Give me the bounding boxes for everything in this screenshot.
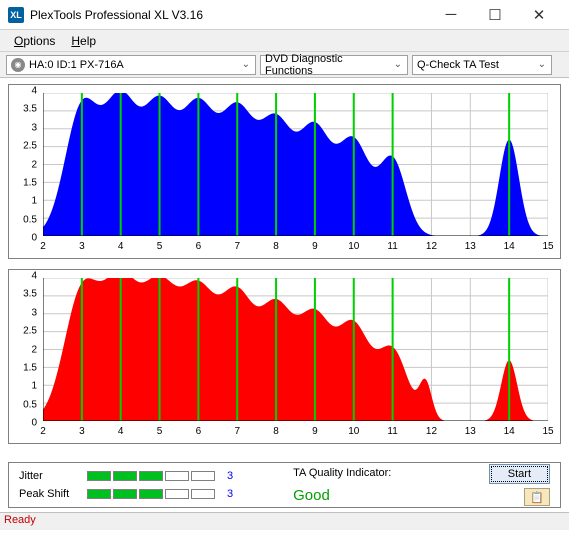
bar-segment	[165, 489, 189, 499]
bar-segment	[87, 471, 111, 481]
drive-select-label: HA:0 ID:1 PX-716A	[29, 59, 124, 71]
y-axis-labels: 00.511.522.533.54	[11, 91, 39, 238]
peakshift-row: Peak Shift 3	[19, 488, 233, 500]
status-bar: Ready	[0, 512, 569, 530]
menu-options[interactable]: Options	[6, 32, 63, 50]
status-text: Ready	[4, 514, 36, 526]
peakshift-bars	[87, 489, 215, 499]
chevron-down-icon: ⌄	[239, 59, 253, 70]
start-button[interactable]: Start	[489, 464, 550, 484]
jitter-bars	[87, 471, 215, 481]
ta-quality-value: Good	[293, 487, 391, 504]
chevron-down-icon: ⌄	[535, 59, 549, 70]
jitter-row: Jitter 3	[19, 470, 233, 482]
chart-top: 00.511.522.533.54 23456789101112131415	[8, 84, 561, 259]
jitter-value: 3	[227, 470, 233, 482]
bar-segment	[87, 489, 111, 499]
bar-segment	[113, 489, 137, 499]
peakshift-label: Peak Shift	[19, 488, 79, 500]
menu-help[interactable]: Help	[63, 32, 104, 50]
x-axis-labels: 23456789101112131415	[43, 241, 548, 255]
mode-select[interactable]: DVD Diagnostic Functions ⌄	[260, 55, 408, 75]
peakshift-value: 3	[227, 488, 233, 500]
test-select[interactable]: Q-Check TA Test ⌄	[412, 55, 552, 75]
mode-select-label: DVD Diagnostic Functions	[265, 53, 391, 77]
clipboard-icon: 📋	[530, 491, 544, 504]
titlebar: XL PlexTools Professional XL V3.16 ─ ☐ ✕	[0, 0, 569, 30]
copy-button[interactable]: 📋	[524, 488, 550, 506]
window-controls: ─ ☐ ✕	[429, 1, 561, 29]
test-select-label: Q-Check TA Test	[417, 59, 499, 71]
bar-segment	[113, 471, 137, 481]
chart-bottom: 00.511.522.533.54 23456789101112131415	[8, 269, 561, 444]
indicator-panel: Jitter 3 Peak Shift 3 TA Quality Indicat…	[8, 462, 561, 508]
bar-segment	[139, 489, 163, 499]
x-axis-labels: 23456789101112131415	[43, 426, 548, 440]
jitter-label: Jitter	[19, 470, 79, 482]
app-icon: XL	[8, 7, 24, 23]
window-title: PlexTools Professional XL V3.16	[30, 8, 203, 22]
chevron-down-icon: ⌄	[391, 59, 405, 70]
close-button[interactable]: ✕	[517, 1, 561, 29]
bar-segment	[139, 471, 163, 481]
menubar: Options Help	[0, 30, 569, 52]
y-axis-labels: 00.511.522.533.54	[11, 276, 39, 423]
maximize-button[interactable]: ☐	[473, 1, 517, 29]
toolbar: ◉ HA:0 ID:1 PX-716A ⌄ DVD Diagnostic Fun…	[0, 52, 569, 78]
minimize-button[interactable]: ─	[429, 1, 473, 29]
drive-select[interactable]: ◉ HA:0 ID:1 PX-716A ⌄	[6, 55, 256, 75]
bar-segment	[191, 489, 215, 499]
ta-quality-label: TA Quality Indicator:	[293, 467, 391, 479]
bar-segment	[165, 471, 189, 481]
chart-area: 00.511.522.533.54 23456789101112131415 0…	[0, 78, 569, 460]
disc-icon: ◉	[11, 58, 25, 72]
bar-segment	[191, 471, 215, 481]
